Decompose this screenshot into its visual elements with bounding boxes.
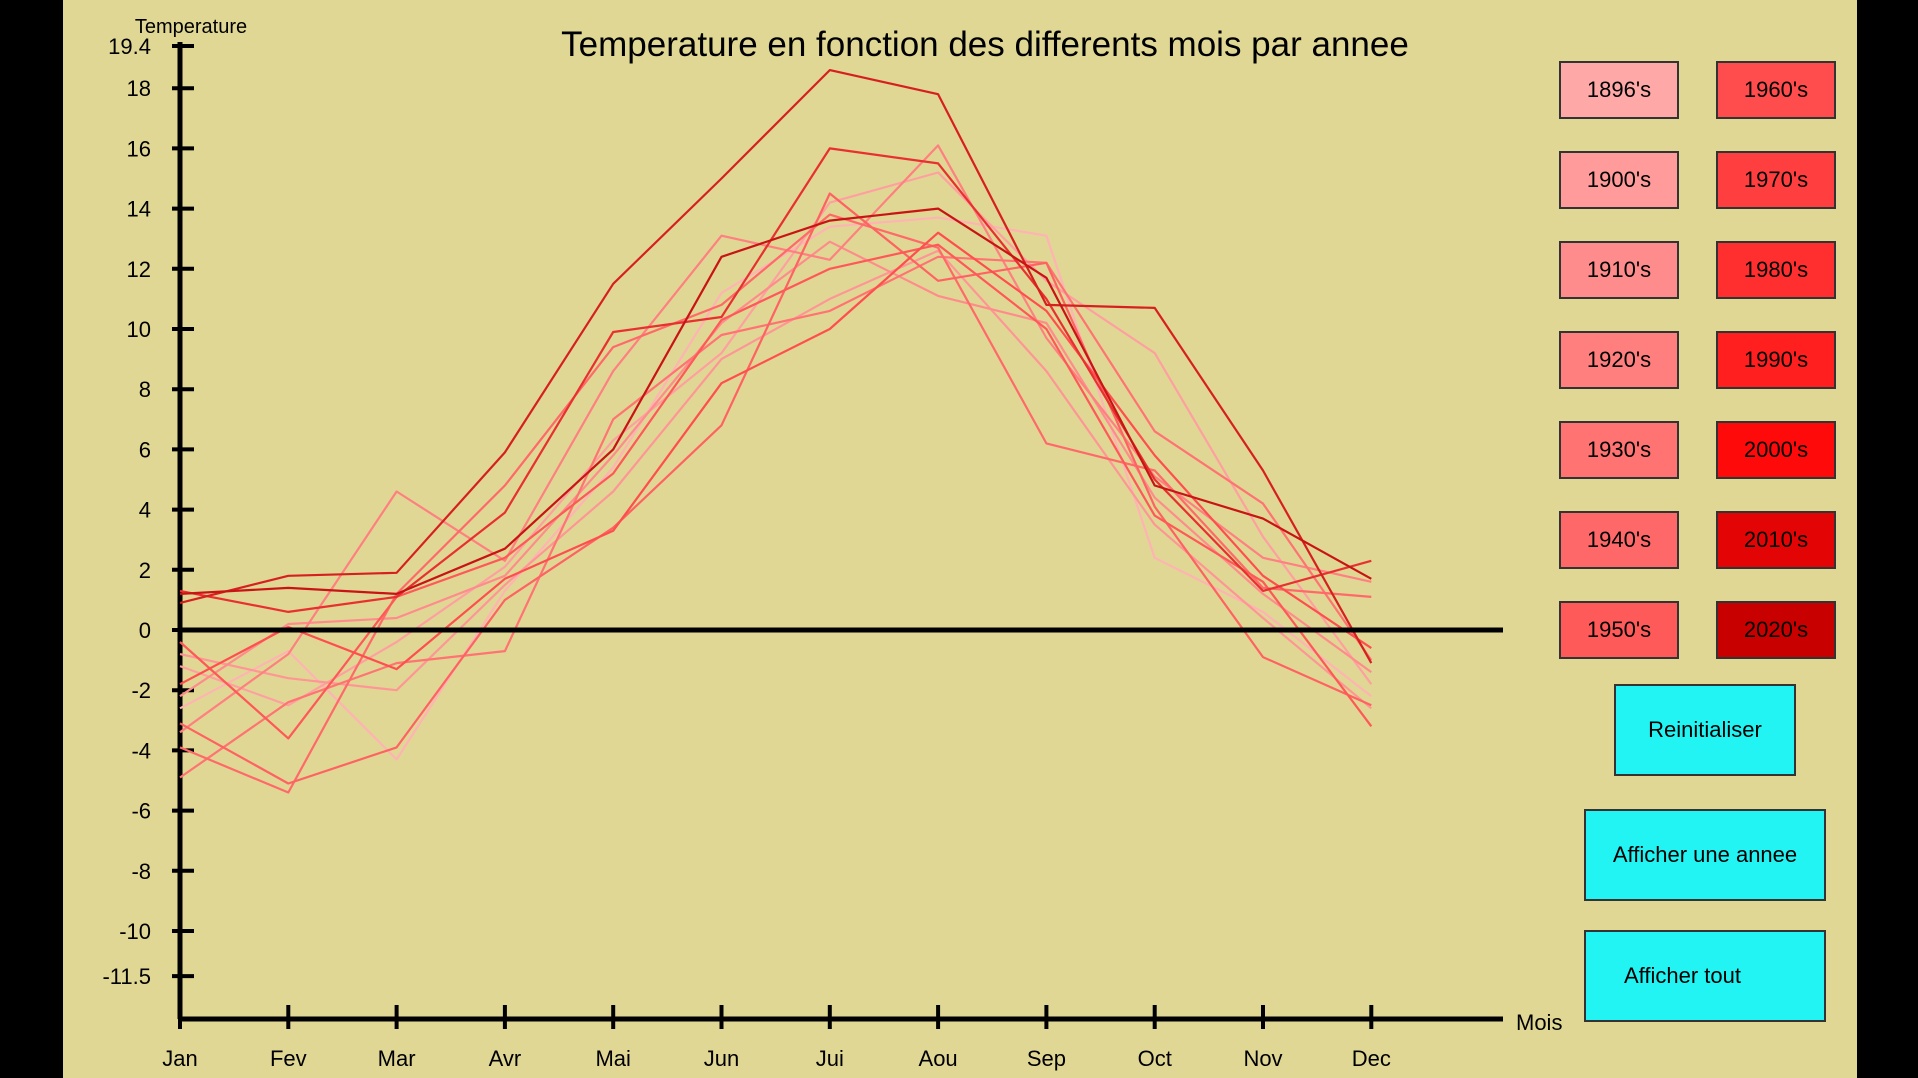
decade-button-1950s[interactable]: 1950's: [1559, 601, 1679, 659]
x-tick-label: Aou: [919, 1046, 958, 1071]
series-line-7: [179, 213, 1372, 794]
y-tick-label: 8: [139, 377, 151, 402]
decade-button-1940s[interactable]: 1940's: [1559, 511, 1679, 569]
show-all-button[interactable]: Afficher tout: [1584, 930, 1826, 1022]
y-tick-label: 2: [139, 558, 151, 583]
y-tick-label: -11.5: [102, 964, 151, 989]
x-tick-label: Jui: [816, 1046, 844, 1071]
reset-button[interactable]: Reinitialiser: [1614, 684, 1796, 776]
y-tick-label: 4: [139, 498, 151, 523]
y-tick-label: 10: [127, 317, 151, 342]
x-tick-label: Dec: [1352, 1046, 1391, 1071]
series-line-13: [179, 207, 1372, 596]
x-tick-label: Oct: [1138, 1046, 1172, 1071]
decade-button-1960s[interactable]: 1960's: [1716, 61, 1836, 119]
chart-title: Temperature en fonction des differents m…: [561, 25, 1409, 64]
y-tick-label: -10: [119, 919, 151, 944]
decade-button-1920s[interactable]: 1920's: [1559, 331, 1679, 389]
decade-button-2000s[interactable]: 2000's: [1716, 421, 1836, 479]
decade-button-1990s[interactable]: 1990's: [1716, 331, 1836, 389]
x-tick-label: Jan: [162, 1046, 197, 1071]
decade-button-2010s[interactable]: 2010's: [1716, 511, 1836, 569]
series-line-10: [179, 231, 1372, 686]
decade-button-1910s[interactable]: 1910's: [1559, 241, 1679, 299]
x-tick-label: Avr: [489, 1046, 522, 1071]
x-tick-label: Jun: [704, 1046, 739, 1071]
y-tick-label: 18: [127, 76, 151, 101]
y-axis-title: Temperature: [135, 16, 247, 38]
y-tick-label: -6: [131, 799, 151, 824]
x-axis-title: Mois: [1516, 1010, 1562, 1035]
x-tick-label: Mar: [378, 1046, 416, 1071]
app-window: Temperature en fonction des differents m…: [63, 0, 1857, 1078]
series-line-1: [179, 216, 1372, 761]
series-line-3: [179, 249, 1373, 710]
series-line-11: [179, 147, 1372, 614]
y-tick-label: 16: [127, 136, 151, 161]
y-tick-label: -2: [131, 678, 151, 703]
series-line-8: [179, 192, 1372, 785]
decade-button-1896s[interactable]: 1896's: [1559, 61, 1679, 119]
decade-button-2020s[interactable]: 2020's: [1716, 601, 1836, 659]
y-tick-label: 6: [139, 437, 151, 462]
series-line-9: [179, 243, 1373, 740]
decade-button-1970s[interactable]: 1970's: [1716, 151, 1836, 209]
decade-button-1900s[interactable]: 1900's: [1559, 151, 1679, 209]
show-year-button[interactable]: Afficher une annee: [1584, 809, 1826, 901]
y-tick-label: -8: [131, 859, 151, 884]
y-tick-label: 0: [139, 618, 151, 643]
y-tick-label: 14: [127, 197, 151, 222]
series-line-6: [179, 255, 1373, 779]
decade-button-1980s[interactable]: 1980's: [1716, 241, 1836, 299]
decade-button-1930s[interactable]: 1930's: [1559, 421, 1679, 479]
x-tick-label: Fev: [270, 1046, 307, 1071]
x-tick-label: Mai: [595, 1046, 630, 1071]
series-line-12: [179, 68, 1373, 664]
x-tick-label: Sep: [1027, 1046, 1066, 1071]
y-tick-label: -4: [131, 738, 151, 763]
temperature-chart: Temperature en fonction des differents m…: [102, 16, 1562, 1071]
series-line-2: [179, 171, 1373, 707]
x-tick-label: Nov: [1243, 1046, 1282, 1071]
y-tick-label: 12: [127, 257, 151, 282]
y-tick-label: 19.4: [108, 34, 151, 59]
